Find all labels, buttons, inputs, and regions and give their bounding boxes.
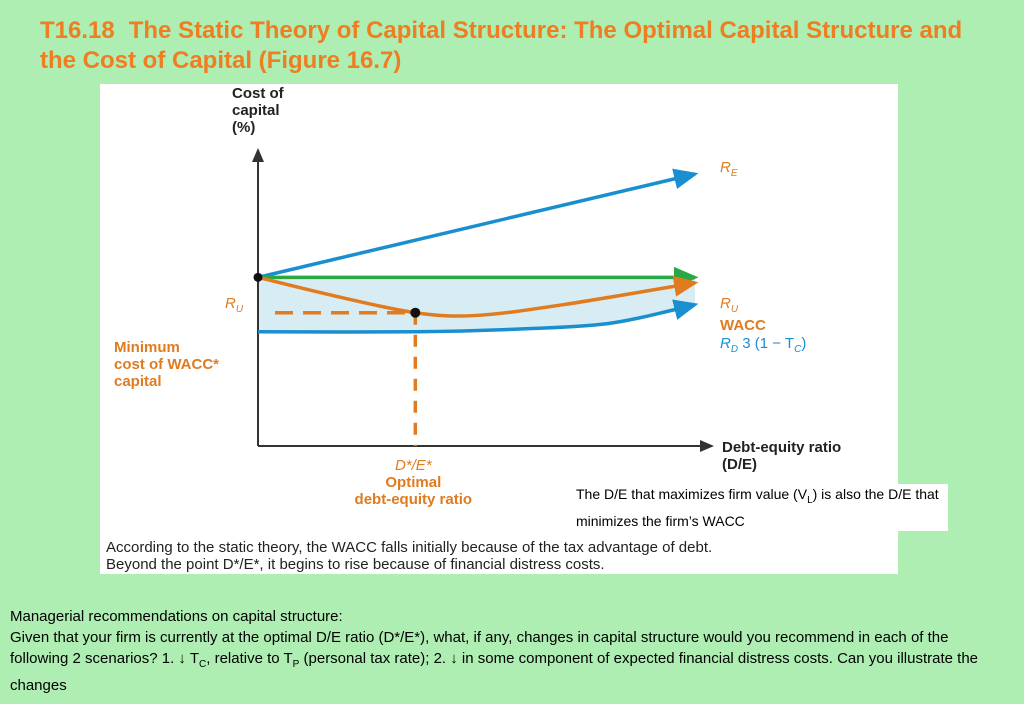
y-axis-label-line: capital [232, 102, 280, 119]
line-re [257, 168, 699, 280]
figure-caption-line: Beyond the point D*/E*, it begins to ris… [106, 556, 605, 573]
slide-number: T16.18 [40, 17, 115, 44]
sub-c: C [199, 659, 207, 670]
label-ru: RU [720, 295, 739, 315]
min-cost-label-line: Minimum [114, 339, 180, 356]
y-axis-label-line: Cost of [232, 85, 285, 102]
min-cost-label-line: capital [114, 373, 162, 390]
ru-start-point [253, 272, 263, 282]
note-pre: The D/E that maximizes firm value (V [576, 486, 808, 502]
note-post: ) is also the D/E that minimizes the fir… [576, 486, 939, 529]
recommendations-paragraph: Given that your firm is currently at the… [10, 627, 1000, 696]
slide-title: T16.18 The Static Theory of Capital Struc… [40, 16, 1000, 76]
y-axis-label-line: (%) [232, 119, 255, 136]
x-axis-label-line: Debt-equity ratio [722, 439, 841, 456]
line-wacc [257, 275, 699, 318]
label-re: RE [720, 159, 738, 179]
note-sub: L [807, 494, 813, 506]
recommendations-text: Managerial recommendations on capital st… [10, 606, 1000, 696]
line-rd [257, 299, 699, 334]
figure-panel: Cost of capital (%) Debt-equity ratio (D/E) R… [100, 84, 898, 574]
optimum-label-line: Optimal [385, 474, 441, 491]
note-text: The D/E that maximizes firm value (VL) i… [576, 484, 948, 531]
optimum-label-line: D*/E* [395, 457, 433, 474]
y-start-label: RU [225, 295, 244, 315]
optimum-label-line: debt-equity ratio [355, 491, 473, 508]
para-pre: Given that your firm is currently at the… [10, 629, 949, 667]
shaded-region [258, 277, 695, 332]
sub-p: P [292, 659, 300, 670]
para-mid: , relative to T [206, 650, 293, 667]
x-axis-label-line: (D/E) [722, 456, 757, 473]
label-wacc: WACC [720, 317, 766, 334]
min-cost-label-line: cost of WACC* [114, 356, 219, 373]
recommendations-heading: Managerial recommendations on capital st… [10, 608, 343, 625]
figure-caption-line: According to the static theory, the WACC… [106, 539, 712, 556]
slide-title-text: The Static Theory of Capital Structure: … [40, 17, 963, 74]
label-rd: RD 3 (1 − TC) [720, 335, 806, 355]
para-post: (personal tax rate); 2. ↓ in some compon… [10, 650, 979, 694]
optimum-point [410, 307, 421, 318]
